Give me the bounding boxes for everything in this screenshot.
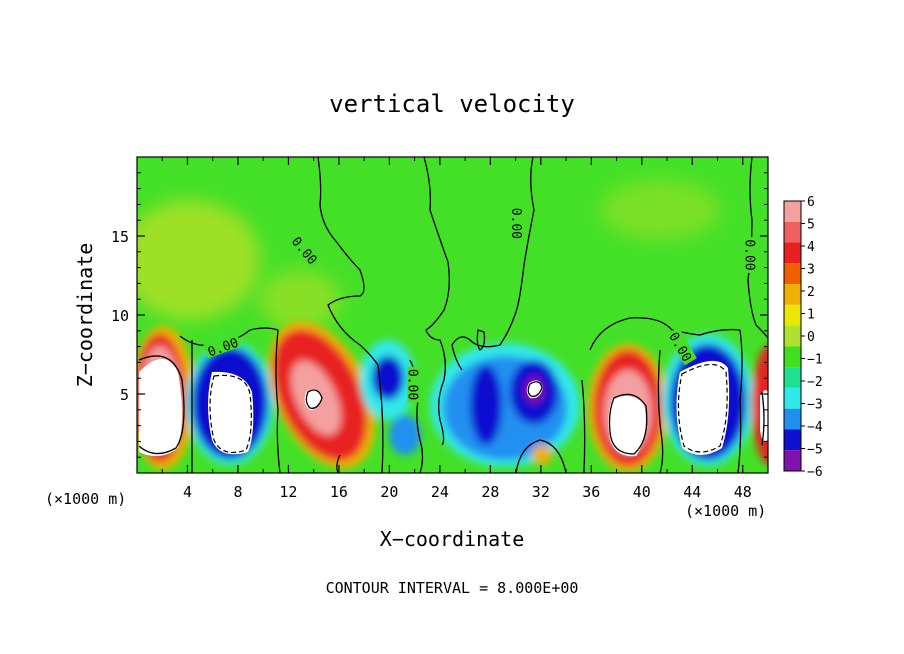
colorbar-label: −1: [807, 353, 823, 368]
y-axis-label: Z−coordinate: [73, 243, 97, 388]
x-tick-label: 48: [734, 483, 752, 501]
weak-updraft-upper-mid: [260, 270, 340, 330]
x-tick-label: 12: [279, 483, 297, 501]
colorbar-swatch: [784, 408, 801, 430]
zero-contour-m: [657, 349, 664, 473]
core-cell-3: [304, 389, 322, 410]
colorbar-swatch: [784, 387, 801, 409]
zero-contour-l: [581, 379, 586, 473]
x-unit-right: (×1000 m): [685, 502, 766, 520]
colorbar-swatch: [784, 263, 801, 285]
colorbar-label: 1: [807, 308, 815, 323]
contour-label-bg: [288, 231, 323, 268]
zero-contour-h: [275, 329, 281, 473]
contour-label-bg: [744, 236, 759, 273]
colorbar-label: 4: [807, 240, 815, 255]
contour-label: 0.00: [741, 239, 756, 270]
colorbar-swatch: [784, 325, 801, 347]
contour-8-cell-9: [761, 391, 765, 446]
contour-8-cell-3: [305, 389, 323, 409]
colorbar-swatch: [784, 284, 801, 305]
x-tick-label: 36: [582, 483, 600, 501]
contour-label: 0.00: [404, 369, 419, 400]
small-updraft-bottom: [532, 445, 552, 465]
contour-8-cell-1: [138, 355, 185, 455]
y-axis: 5 10 15: [111, 172, 768, 458]
zero-contour-p: [336, 454, 341, 473]
colorbar-label: −6: [807, 465, 823, 480]
zero-contour-b: [423, 157, 450, 446]
colorbar-swatch: [784, 450, 801, 471]
weak-updraft-upper-left: [137, 200, 260, 320]
x-axis-label: X−coordinate: [380, 527, 525, 551]
core-cell-2: [208, 371, 254, 455]
zero-contour-e: [589, 317, 741, 351]
x-tick-label: 24: [431, 483, 449, 501]
contour-neg8-cell-2: [209, 374, 252, 453]
contour-interval-footer: CONTOUR INTERVAL = 8.000E+00: [326, 579, 579, 597]
zero-contour-n: [737, 329, 743, 473]
colorbar-swatch: [784, 242, 801, 264]
y-tick-label: 5: [120, 386, 129, 404]
downdraft-cell-5-core: [470, 365, 502, 445]
x-tick-label: 28: [481, 483, 499, 501]
core-cell-8: [676, 360, 730, 455]
contour-lines: [138, 157, 768, 473]
colorbar-label: 2: [807, 285, 815, 300]
x-tick-label: 20: [380, 483, 398, 501]
contour-label: 0.00: [508, 208, 523, 239]
colorbar-label: −5: [807, 443, 823, 458]
contour-label-bg: [510, 205, 525, 242]
colorbar-label: 0: [807, 330, 815, 345]
colorbar-label: 5: [807, 218, 815, 233]
x-tick-label: 44: [683, 483, 701, 501]
x-tick-label: 32: [532, 483, 550, 501]
y-tick-label: 10: [111, 307, 129, 325]
zero-contour-d: [747, 157, 768, 339]
contour-8-cell-6: [527, 381, 543, 397]
contour-8-cell-7: [608, 393, 648, 455]
contour-label-bg: [203, 332, 242, 359]
x-tick-label: 40: [633, 483, 651, 501]
colorbar: 6 5 4 3 2 1 0 −1 −2 −3 −4 −5 −6: [783, 195, 823, 480]
x-unit-left: (×1000 m): [45, 490, 126, 508]
zero-contour-o: [476, 329, 486, 351]
core-cell-1: [139, 359, 182, 457]
colorbar-label: 6: [807, 195, 815, 210]
zero-contour-c: [451, 157, 535, 371]
colorbar-swatch: [784, 221, 801, 243]
downdraft-cell-4-lower: [389, 415, 421, 455]
colorbar-label: −2: [807, 375, 823, 390]
colorbar-swatch: [784, 367, 801, 388]
colorbar-swatch: [784, 201, 801, 222]
zero-contour-a: [317, 157, 379, 366]
contour-neg8-cell-8: [677, 363, 728, 453]
chart-title: vertical velocity: [329, 90, 575, 118]
y-tick-label: 15: [111, 228, 129, 246]
contour-label-bg: [666, 327, 697, 366]
x-tick-label: 4: [183, 483, 192, 501]
core-cell-7: [608, 395, 646, 457]
colorbar-swatch: [784, 304, 801, 326]
colorbar-label: −3: [807, 398, 823, 413]
heatmap-field: 0.000.000.000.000.000.00: [137, 157, 768, 473]
colorbar-swatch: [784, 429, 801, 451]
negative-contours: [209, 363, 728, 453]
zero-contour-i: [377, 364, 384, 473]
x-tick-label: 16: [330, 483, 348, 501]
contour-label-bg: [407, 366, 422, 403]
colorbar-label: −4: [807, 420, 823, 435]
colorbar-label: 3: [807, 263, 815, 278]
x-tick-label: 8: [233, 483, 242, 501]
zero-contour-k: [515, 439, 567, 473]
weak-updraft-upper-right: [600, 180, 720, 240]
colorbar-swatch: [784, 346, 801, 368]
x-axis: 4 8 12 16 20 24 28 32 36 40 44 48: [161, 157, 752, 501]
updraft-cell-9-outer: [752, 345, 768, 465]
